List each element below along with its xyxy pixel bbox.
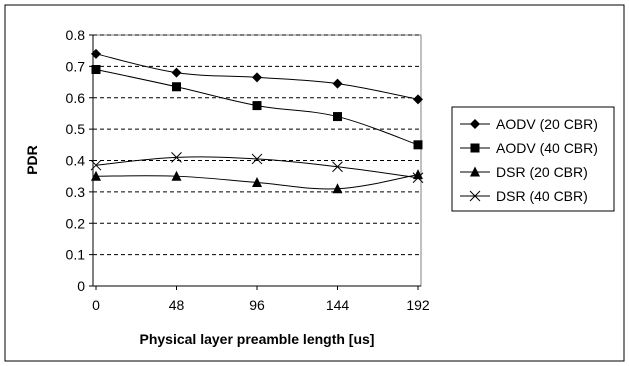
tick-labels: 0 0.1 0.2 0.3 0.4 0.5 0.6 0.7 0.8 0 48 96 144 192 (66, 27, 430, 313)
data-point (413, 169, 423, 180)
legend-label: AODV (40 CBR) (496, 140, 598, 156)
y-tick-label: 0 (77, 278, 85, 294)
x-tick-label: 192 (406, 297, 430, 313)
legend-marker (470, 143, 480, 153)
legend-label: DSR (20 CBR) (496, 164, 588, 180)
legend-item: AODV (40 CBR) (460, 140, 598, 156)
y-tick-label: 0.7 (66, 58, 86, 74)
y-axis-title: PDR (24, 145, 40, 175)
data-point (252, 101, 262, 111)
data-point (251, 153, 263, 165)
legend-item: DSR (20 CBR) (460, 164, 588, 180)
gridlines (93, 34, 421, 256)
data-point (332, 183, 343, 194)
x-tick-label: 96 (249, 297, 265, 313)
data-point (413, 140, 423, 150)
series (90, 48, 424, 194)
data-point (91, 170, 101, 181)
y-tick-label: 0.8 (66, 27, 86, 43)
y-tick-label: 0.3 (66, 184, 86, 200)
x-marker-stroke (412, 172, 424, 184)
data-point (171, 170, 182, 181)
series-3 (90, 152, 424, 184)
legend: AODV (20 CBR) AODV (40 CBR) DSR (20 CBR) DS… (460, 116, 598, 204)
series-2 (91, 169, 423, 194)
x-marker-stroke (251, 153, 263, 165)
data-point (90, 159, 102, 171)
y-tick-label: 0.2 (66, 215, 86, 231)
y-tick-label: 0.6 (66, 90, 86, 106)
x-marker-stroke (332, 161, 343, 173)
legend-marker (469, 190, 481, 202)
data-point (91, 65, 101, 75)
legend-marker (470, 166, 480, 177)
data-point (171, 152, 182, 163)
x-marker-stroke (90, 159, 102, 171)
legend-label: AODV (20 CBR) (496, 116, 598, 132)
data-point (252, 176, 262, 187)
x-tick-label: 0 (92, 297, 100, 313)
data-point (172, 82, 181, 92)
data-point (412, 172, 424, 184)
data-point (332, 161, 343, 173)
data-point (252, 72, 262, 83)
y-tick-label: 0.1 (66, 247, 86, 263)
x-axis-title: Physical layer preamble length [us] (140, 331, 375, 347)
x-marker-stroke (469, 190, 481, 202)
data-point (171, 67, 182, 78)
y-tick-label: 0.5 (66, 121, 86, 137)
series-1 (91, 65, 423, 150)
data-point (413, 94, 423, 105)
x-marker-stroke (171, 152, 182, 163)
data-point (91, 48, 101, 59)
legend-item: DSR (40 CBR) (460, 188, 588, 204)
legend-item: AODV (20 CBR) (460, 116, 598, 132)
x-tick-label: 48 (169, 297, 185, 313)
legend-label: DSR (40 CBR) (496, 188, 588, 204)
axes (89, 34, 421, 290)
data-point (333, 112, 342, 122)
legend-marker (470, 119, 480, 129)
x-tick-label: 144 (326, 297, 350, 313)
series-0 (91, 48, 423, 105)
data-point (332, 78, 343, 89)
y-tick-label: 0.4 (66, 153, 86, 169)
